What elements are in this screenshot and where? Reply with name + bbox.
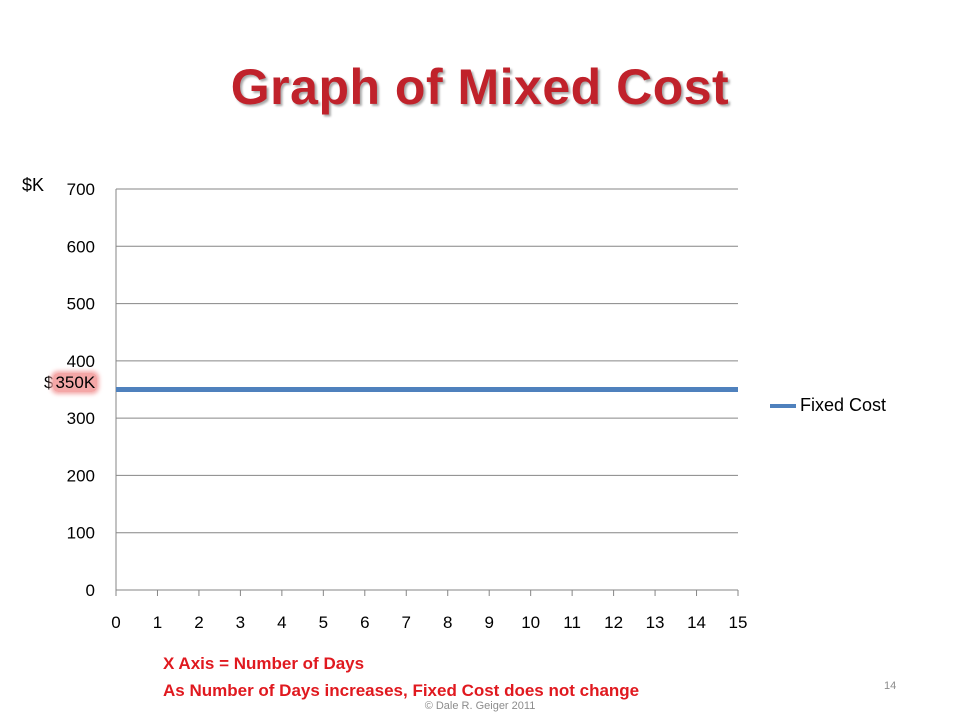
legend-label-fixed-cost: Fixed Cost: [800, 395, 887, 415]
note-fixed-cost: As Number of Days increases, Fixed Cost …: [163, 681, 640, 700]
x-tick-label-12: 12: [604, 613, 623, 632]
x-tick-label-7: 7: [402, 613, 411, 632]
y-tick-label-100: 100: [67, 524, 95, 543]
fixed-cost-callout-prefix: $: [44, 373, 54, 392]
chart-legend: Fixed Cost: [770, 395, 886, 416]
slide-number: 14: [884, 680, 897, 692]
copyright-footer: © Dale R. Geiger 2011: [424, 700, 536, 712]
x-tick-label-0: 0: [111, 613, 120, 632]
x-tick-label-6: 6: [360, 613, 369, 632]
x-tick-label-1: 1: [153, 613, 162, 632]
x-tick-label-13: 13: [646, 613, 665, 632]
x-tick-label-8: 8: [443, 613, 452, 632]
note-x-axis: X Axis = Number of Days: [163, 654, 365, 673]
x-tick-label-15: 15: [729, 613, 748, 632]
y-tick-label-700: 700: [67, 180, 95, 199]
axes: [115, 189, 739, 596]
y-tick-label-0: 0: [86, 581, 95, 600]
x-tick-label-2: 2: [194, 613, 203, 632]
x-tick-label-4: 4: [277, 613, 286, 632]
y-axis-unit-label: $K: [22, 175, 45, 195]
y-tick-label-500: 500: [67, 295, 95, 314]
x-tick-label-11: 11: [563, 613, 581, 632]
y-tick-label-200: 200: [67, 466, 95, 485]
slide-notes: X Axis = Number of Days As Number of Day…: [163, 650, 639, 704]
legend-swatch-fixed-cost: [770, 403, 796, 408]
y-tick-label-400: 400: [67, 352, 95, 371]
y-tick-label-600: 600: [67, 237, 95, 256]
fixed-cost-callout-value: 350K: [53, 373, 98, 392]
x-tick-label-10: 10: [521, 613, 540, 632]
fixed-cost-callout: $350K: [44, 373, 98, 393]
gridlines: [116, 188, 738, 534]
slide-title: Graph of Mixed Cost: [230, 59, 730, 115]
y-tick-label-300: 300: [67, 409, 95, 428]
x-tick-label-9: 9: [484, 613, 493, 632]
x-tick-label-14: 14: [687, 613, 706, 632]
x-tick-label-3: 3: [236, 613, 245, 632]
x-tick-label-5: 5: [319, 613, 328, 632]
